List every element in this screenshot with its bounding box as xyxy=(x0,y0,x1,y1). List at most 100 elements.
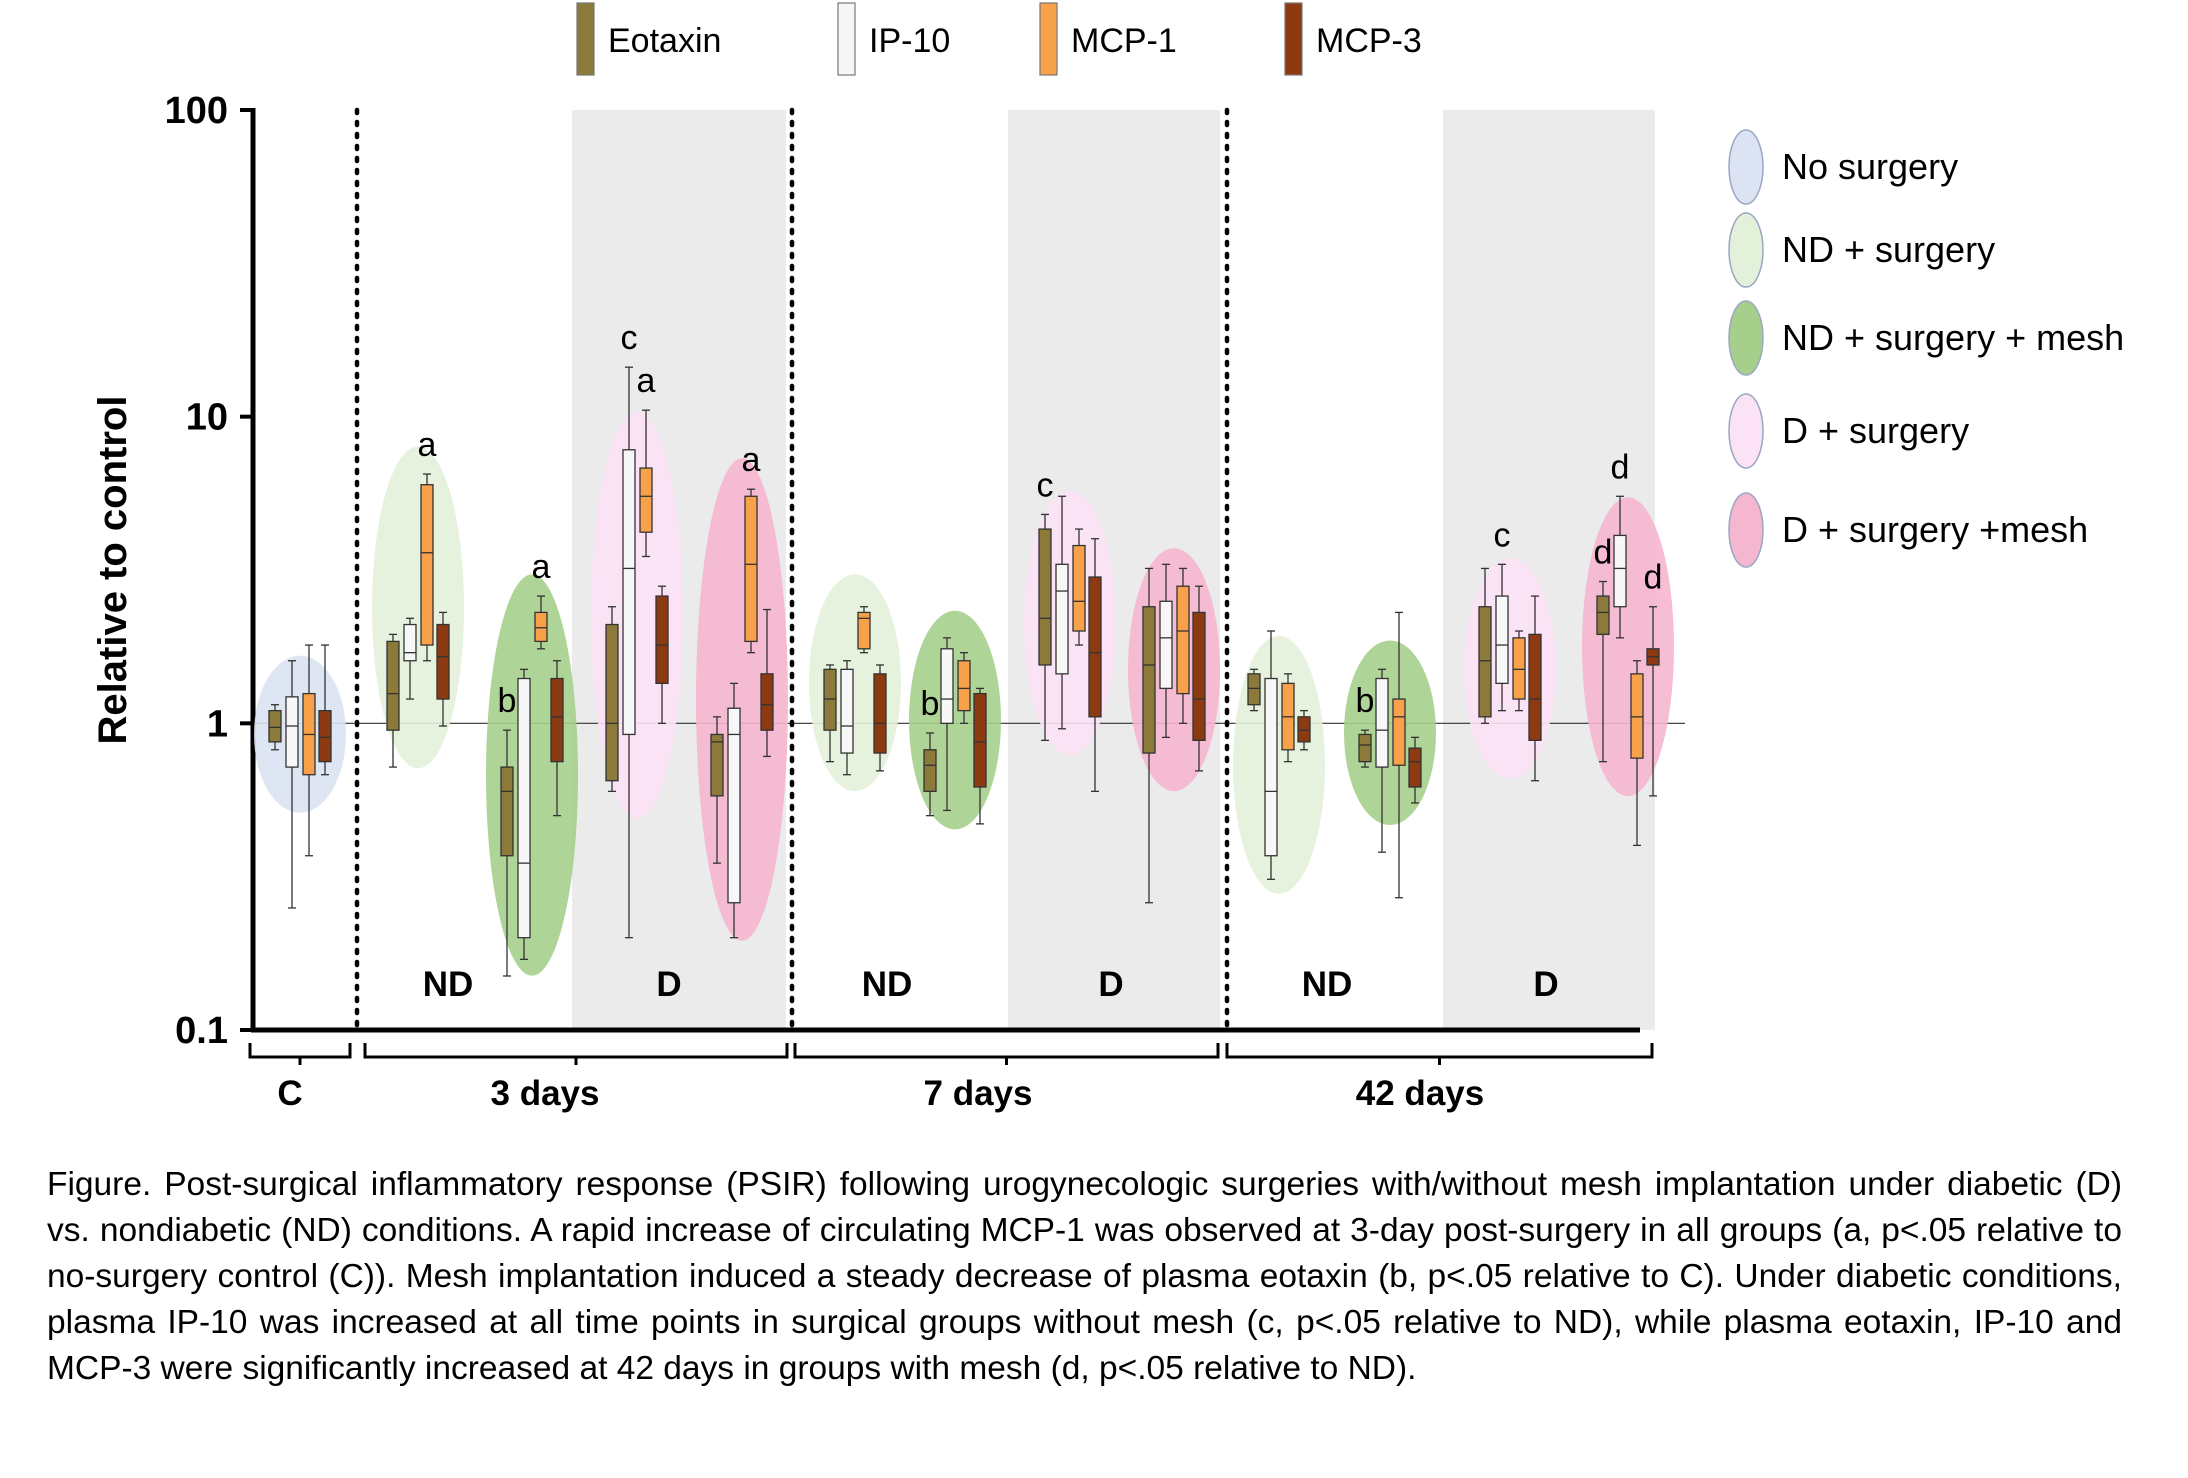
box-mcp-1 xyxy=(420,484,434,646)
subgroup-label: D xyxy=(656,965,681,1004)
subgroup-label: D xyxy=(1533,965,1558,1004)
box-eotaxin xyxy=(1478,606,1492,718)
period-bracket xyxy=(248,1043,352,1065)
box-ip-10 xyxy=(727,707,741,904)
significance-letter: d xyxy=(1611,448,1630,486)
box-mcp-3 xyxy=(1528,633,1542,742)
legend-label: D + surgery +mesh xyxy=(1782,509,2088,550)
legend-swatch-eotaxin xyxy=(576,2,595,76)
box-mcp-1 xyxy=(957,660,971,712)
box-plots xyxy=(268,366,1660,977)
significance-letter: a xyxy=(637,362,656,400)
significance-letter: d xyxy=(1644,559,1663,597)
subgroup-label: ND xyxy=(1302,965,1353,1004)
group-ellipse xyxy=(1582,497,1674,797)
group-ellipse xyxy=(372,446,464,769)
box-mcp-1 xyxy=(1512,637,1526,700)
legend-swatch-mcp-1 xyxy=(1039,2,1058,76)
box-eotaxin xyxy=(823,668,837,731)
y-tick-label: 1 xyxy=(207,703,228,745)
box-eotaxin xyxy=(268,709,282,743)
y-tick-label: 0.1 xyxy=(175,1010,228,1052)
box-ip-10 xyxy=(403,623,417,662)
significance-letter: b xyxy=(498,682,517,720)
box-ip-10 xyxy=(1264,677,1278,857)
box-ip-10 xyxy=(840,668,854,754)
legend-label: No surgery xyxy=(1782,146,1958,187)
period-label: C xyxy=(277,1074,302,1113)
legend-label: IP-10 xyxy=(869,22,950,60)
group-ellipse xyxy=(1344,640,1436,825)
box-mcp-3 xyxy=(1088,576,1102,718)
box-eotaxin xyxy=(1038,528,1052,666)
figure-caption: Figure. Post-surgical inflammatory respo… xyxy=(47,1166,2122,1387)
legend-label: ND + surgery + mesh xyxy=(1782,317,2124,358)
box-eotaxin xyxy=(710,733,724,797)
y-axis-label: Relative to control xyxy=(91,396,135,745)
legend-ellipse xyxy=(1728,212,1764,288)
box-ip-10 xyxy=(517,677,531,939)
group-ellipse xyxy=(591,411,683,819)
subgroup-label: D xyxy=(1098,965,1123,1004)
box-eotaxin xyxy=(605,623,619,782)
box-ip-10 xyxy=(622,449,636,736)
group-ellipse xyxy=(254,655,346,813)
group-ellipse xyxy=(1464,558,1556,779)
box-eotaxin xyxy=(500,766,514,857)
significance-letter: c xyxy=(1494,516,1511,554)
box-mcp-1 xyxy=(744,495,758,643)
group-ellipse xyxy=(696,458,788,941)
period-bracket xyxy=(793,1043,1220,1065)
legend-ellipse xyxy=(1728,129,1764,205)
period-bracket xyxy=(1225,1043,1654,1065)
box-ip-10 xyxy=(940,648,954,724)
legend-ellipse xyxy=(1728,300,1764,376)
box-ip-10 xyxy=(1613,534,1627,608)
legends: Eotaxin IP-10 MCP-1 MCP-3 No surgery ND + sur… xyxy=(576,2,2124,568)
box-mcp-3 xyxy=(550,677,564,763)
box-ip-10 xyxy=(1495,595,1509,685)
box-mcp-3 xyxy=(973,692,987,788)
significance-letter: a xyxy=(532,548,551,586)
box-ip-10 xyxy=(1055,563,1069,675)
significance-letter: a xyxy=(742,441,761,479)
box-mcp-1 xyxy=(534,611,548,643)
group-ellipse xyxy=(1128,548,1220,792)
legend-swatch-ip-10 xyxy=(837,2,856,76)
legend-label: D + surgery xyxy=(1782,410,1969,451)
box-mcp-1 xyxy=(1630,673,1644,759)
box-mcp-3 xyxy=(760,673,774,731)
box-mcp-3 xyxy=(436,623,450,700)
period-label: 42 days xyxy=(1356,1074,1484,1113)
y-tick-label: 100 xyxy=(165,90,228,132)
legend-ellipse xyxy=(1728,393,1764,469)
group-ellipse xyxy=(1024,491,1116,755)
box-eotaxin xyxy=(1358,733,1372,763)
box-mcp-3 xyxy=(1408,747,1422,788)
legend-label: ND + surgery xyxy=(1782,229,1995,270)
legend-label: MCP-3 xyxy=(1316,22,1422,60)
box-ip-10 xyxy=(1375,677,1389,768)
box-mcp-3 xyxy=(1297,716,1311,743)
box-mcp-3 xyxy=(873,673,887,754)
subgroup-label: ND xyxy=(862,965,913,1004)
significance-letter: c xyxy=(1037,466,1054,504)
axes xyxy=(240,107,1685,1065)
box-mcp-1 xyxy=(857,611,871,650)
period-label: 3 days xyxy=(491,1074,600,1113)
box-eotaxin xyxy=(1142,606,1156,754)
box-ip-10 xyxy=(1159,600,1173,690)
group-ellipse xyxy=(809,574,901,792)
period-bracket xyxy=(363,1043,789,1065)
legend-label: MCP-1 xyxy=(1071,22,1177,60)
period-label: 7 days xyxy=(924,1074,1033,1113)
legend-swatch-mcp-3 xyxy=(1284,2,1303,76)
subgroup-label: ND xyxy=(423,965,474,1004)
box-mcp-1 xyxy=(1392,698,1406,766)
box-eotaxin xyxy=(1596,595,1610,636)
significance-letter: d xyxy=(1594,534,1613,572)
box-eotaxin xyxy=(923,749,937,793)
significance-letter: b xyxy=(921,685,940,723)
